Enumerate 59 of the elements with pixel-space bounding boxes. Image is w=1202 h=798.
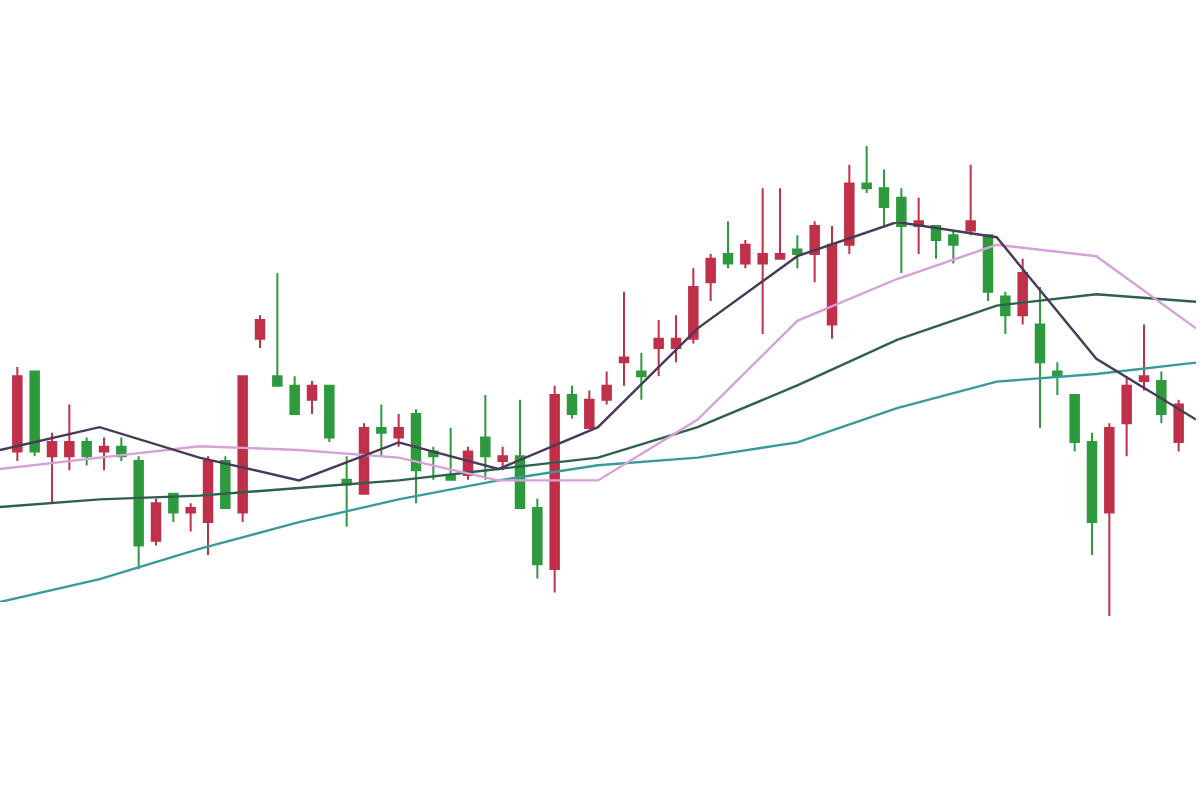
candlestick [549, 384, 560, 594]
candlestick [376, 403, 387, 458]
candlestick [757, 187, 768, 335]
candlestick [98, 436, 110, 472]
candlestick [306, 380, 318, 415]
candlestick [792, 234, 803, 270]
candlestick [878, 168, 890, 227]
candlestick [254, 314, 266, 350]
candlestick [809, 220, 820, 284]
candlestick [272, 271, 283, 387]
candlestick [445, 427, 456, 481]
candlestick [1052, 361, 1063, 397]
candlestick [774, 187, 786, 260]
candlestick [133, 455, 144, 570]
candlestick [740, 239, 751, 270]
candlestick [705, 253, 716, 303]
candlestick [64, 403, 75, 472]
candlestick [653, 318, 664, 378]
candlestick [948, 229, 959, 265]
candlestick [532, 497, 543, 580]
candlestick [1121, 375, 1132, 458]
candlestick [237, 375, 248, 523]
candlestick [410, 408, 422, 505]
candlestick [393, 412, 404, 448]
candlestick [618, 290, 630, 387]
candlestick [844, 163, 855, 256]
candlestick [497, 445, 508, 472]
candlestick [861, 146, 872, 194]
candlestick [636, 351, 647, 401]
candlestick [341, 455, 352, 528]
candlestick [1173, 398, 1184, 453]
candlestick [913, 196, 924, 256]
candlestick [670, 314, 682, 364]
candlestick [1156, 370, 1167, 425]
candlestick [480, 394, 491, 481]
candlestick [1104, 422, 1115, 616]
candlestick [81, 436, 92, 467]
candlestick [289, 375, 300, 415]
candlestick [1069, 394, 1080, 453]
candlestick [324, 384, 335, 444]
candlestick [722, 220, 734, 270]
candlestick [1034, 286, 1046, 429]
candlestick [150, 497, 162, 547]
candlestick [965, 163, 976, 237]
candlestick [1017, 257, 1028, 326]
candlestick [202, 455, 214, 556]
candlestick [12, 365, 23, 462]
candlestick [29, 370, 40, 458]
candlestick [584, 389, 595, 429]
candlestick [826, 224, 838, 340]
candlestick [1138, 323, 1150, 392]
candlestick [1086, 431, 1098, 556]
candlestick [1000, 290, 1011, 335]
candlestick [566, 384, 578, 420]
candlestick [896, 187, 907, 274]
candlestick [185, 502, 196, 533]
candlestick [46, 431, 58, 505]
candlestick [688, 267, 699, 345]
candlestick [601, 370, 612, 406]
